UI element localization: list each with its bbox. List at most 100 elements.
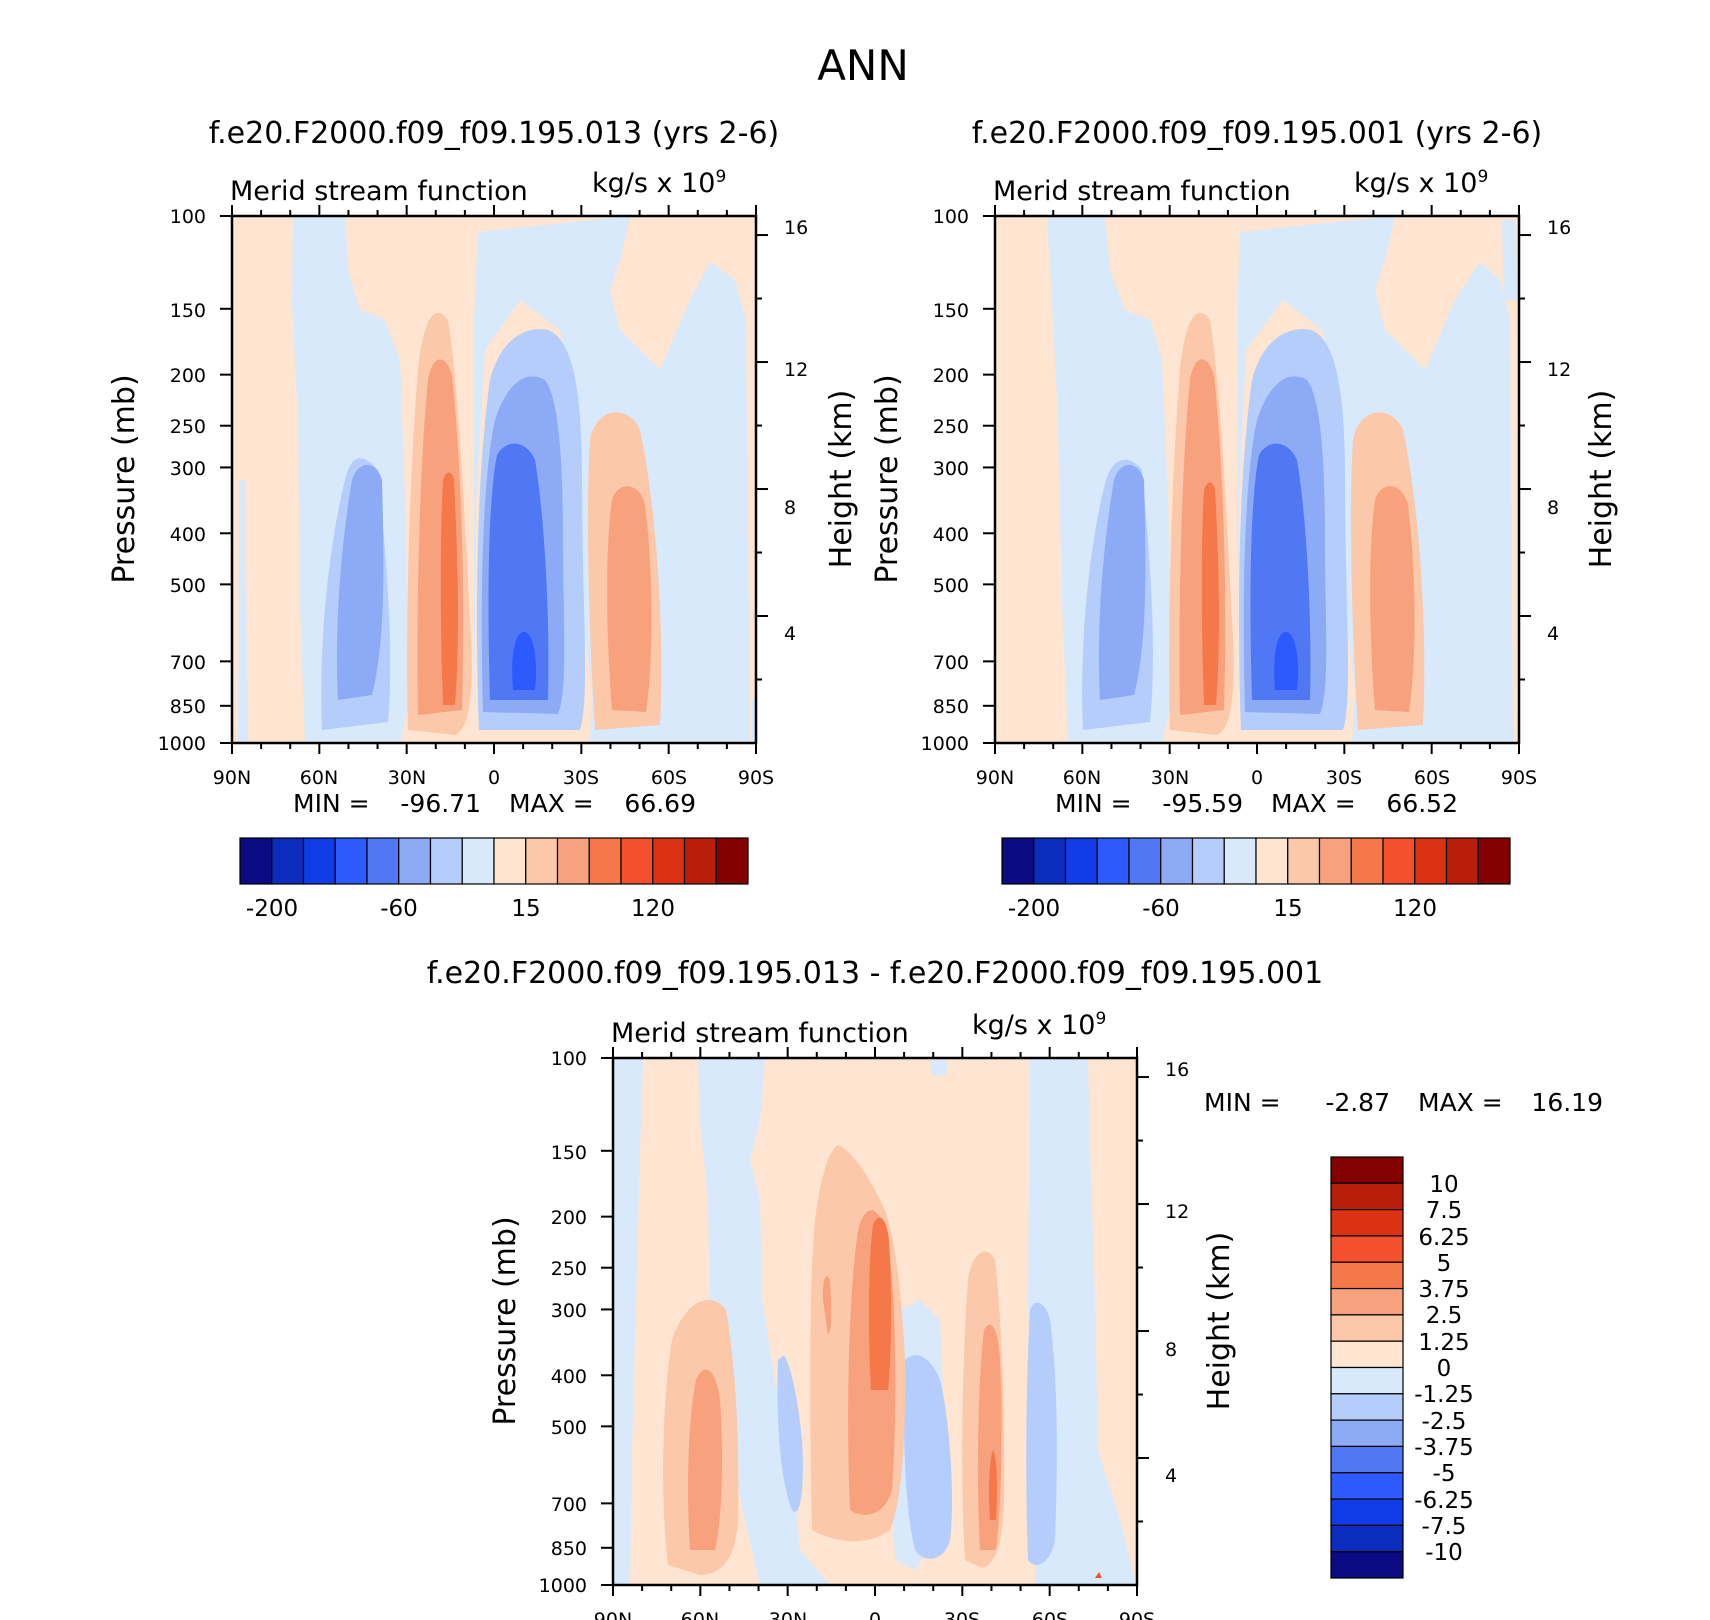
panel-title: f.e20.F2000.f09_f09.195.013 - f.e20.F200…	[427, 956, 1323, 991]
colorbar-cell	[1330, 1419, 1404, 1448]
x-tick-label: 0	[1251, 767, 1263, 789]
y-right-tick-label: 8	[1547, 497, 1559, 519]
y-tick-labels: 100 150 200 250 300 400 500 700 850 1000	[921, 206, 969, 755]
colorbar-cell	[461, 837, 495, 885]
y-tick-label: 400	[551, 1366, 587, 1388]
x-tick-label: 0	[488, 767, 500, 789]
colorbar-cell	[1330, 1235, 1404, 1263]
y-tick-label: 1000	[158, 733, 206, 755]
contour-fill-neg-2	[1098, 465, 1146, 700]
colorbar-label: -5	[1433, 1461, 1456, 1487]
contour-fill-neg-3	[488, 443, 549, 700]
colorbar-cell	[366, 837, 400, 885]
colorbar-cell	[715, 837, 749, 885]
colorbar-cell	[1330, 1340, 1404, 1369]
y-tick-label: 300	[170, 458, 206, 480]
y-tick-label: 200	[170, 365, 206, 387]
y-tick-label: 850	[551, 1538, 587, 1560]
min-value: -95.59	[1162, 789, 1243, 818]
colorbar-label: 5	[1437, 1251, 1452, 1277]
x-tick-labels: 90N 60N 30N 0 30S 60S 90S	[213, 767, 774, 789]
colorbar-cell	[1160, 837, 1194, 885]
x-tick-labels: 90N 60N 30N 0 30S 60S 90S	[594, 1609, 1155, 1620]
x-tick-label: 30S	[1326, 767, 1362, 789]
x-tick-label: 60N	[1063, 767, 1101, 789]
y-tick-label: 150	[933, 300, 969, 322]
colorbar-label: 7.5	[1426, 1198, 1463, 1224]
y-right-tick-label: 12	[784, 359, 808, 381]
y-tick-label: 500	[170, 575, 206, 597]
colorbar-cell	[429, 837, 463, 885]
colorbar: -200 -60 15 120	[1001, 837, 1511, 922]
contour-fill-neg-2	[336, 465, 384, 700]
y-tick-label: 150	[551, 1142, 587, 1164]
y-tick-label: 200	[551, 1207, 587, 1229]
colorbar-cell	[1330, 1366, 1404, 1395]
contour-fill-pos-2	[1370, 486, 1415, 712]
y-tick-label: 850	[933, 696, 969, 718]
colorbar-label: -3.75	[1414, 1435, 1474, 1461]
figure-title: ANN	[817, 41, 909, 90]
colorbar-cell	[239, 837, 273, 885]
y-tick-labels: 100 150 200 250 300 400 500 700 850 1000	[158, 206, 206, 755]
colorbar-cell	[1223, 837, 1257, 885]
y-tick-label: 100	[551, 1048, 587, 1070]
colorbar-label: -60	[380, 896, 418, 922]
contour-fill-neg-1	[1026, 1302, 1057, 1565]
x-tick-label: 60N	[300, 767, 338, 789]
colorbar-label: -60	[1142, 896, 1180, 922]
colorbar-cell	[1330, 1498, 1404, 1526]
colorbar-cell	[1330, 1287, 1404, 1316]
y-axis-label: Pressure (mb)	[107, 374, 142, 583]
colorbar-label: 120	[1393, 896, 1437, 922]
contour-fill-neg-weak	[238, 480, 248, 743]
max-value: 66.69	[624, 789, 696, 818]
y-right-tick-label: 16	[1165, 1059, 1189, 1081]
min-label: MIN =	[293, 789, 370, 818]
contour-fill-pos-4	[1095, 1572, 1102, 1578]
y-tick-label: 1000	[539, 1575, 587, 1597]
min-label: MIN =	[1204, 1088, 1281, 1117]
colorbar-label: 1.25	[1418, 1330, 1469, 1356]
colorbar-label: 10	[1429, 1172, 1458, 1198]
x-tick-label: 30S	[563, 767, 599, 789]
x-tick-label: 0	[869, 1609, 881, 1620]
y-right-axis-label: Height (km)	[824, 390, 859, 569]
contour-fill-neg-weak	[930, 1060, 948, 1075]
contour-field	[232, 216, 756, 743]
y-tick-label: 500	[551, 1417, 587, 1439]
axis-ticks	[220, 205, 1531, 1596]
colorbar-cell	[1128, 837, 1162, 885]
y-tick-label: 700	[933, 652, 969, 674]
colorbar-label: 3.75	[1418, 1277, 1469, 1303]
colorbar-cell	[1330, 1472, 1404, 1500]
x-tick-label: 60S	[1032, 1609, 1068, 1620]
colorbar-label: -200	[1008, 896, 1060, 922]
panel-units: kg/s x 109	[972, 1009, 1106, 1041]
y-right-tick-label: 16	[784, 217, 808, 239]
panel-title: f.e20.F2000.f09_f09.195.001 (yrs 2-6)	[972, 116, 1542, 151]
y-right-tick-labels: 16 12 8 4	[1165, 1059, 1189, 1487]
contour-fill-pos-3	[1201, 482, 1219, 705]
contour-fill-pos-2	[688, 1369, 723, 1550]
colorbar-cell	[588, 837, 622, 885]
colorbar-cell	[1477, 837, 1511, 885]
colorbar-cell	[556, 837, 590, 885]
colorbar-label: 15	[1273, 896, 1302, 922]
x-tick-label: 90S	[1501, 767, 1537, 789]
contour-fill-neg-1	[777, 1355, 803, 1512]
colorbar-cell	[1033, 837, 1067, 885]
colorbar-cell	[302, 837, 336, 885]
x-tick-label: 90S	[738, 767, 774, 789]
max-label: MAX =	[1271, 789, 1356, 818]
colorbar: -200 -60 15 120	[239, 837, 749, 922]
colorbar-label: -6.25	[1414, 1488, 1474, 1514]
colorbar-cell	[1001, 837, 1035, 885]
x-tick-label: 90N	[594, 1609, 632, 1620]
contour-fill-neg-3	[1250, 443, 1311, 700]
colorbar-label: 120	[631, 896, 675, 922]
colorbar-cell	[1287, 837, 1321, 885]
panel-top-right: f.e20.F2000.f09_f09.195.001 (yrs 2-6) Me…	[870, 116, 1619, 922]
colorbar-cell	[620, 837, 654, 885]
